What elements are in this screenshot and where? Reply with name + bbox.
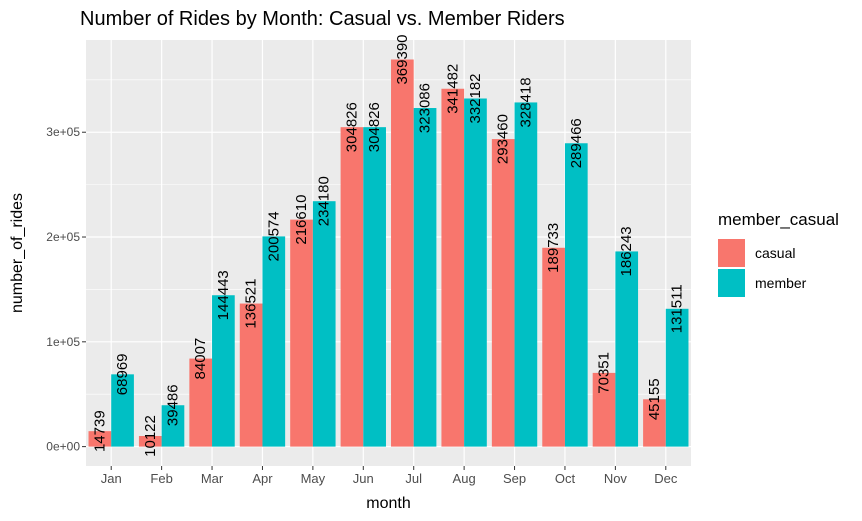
data-label-casual-oct: 189733	[545, 223, 562, 273]
legend-title: member_casual	[718, 210, 839, 229]
bar-member-dec	[665, 308, 689, 447]
data-label-member-aug: 332182	[467, 73, 484, 123]
bar-casual-sep	[491, 139, 515, 447]
bar-casual-nov	[592, 372, 616, 447]
legend-item-casual: casual	[718, 238, 839, 268]
bar-casual-feb	[138, 436, 162, 447]
bar-casual-jul	[391, 59, 414, 447]
bar-member-aug	[464, 98, 487, 447]
data-label-casual-aug: 341482	[444, 64, 461, 114]
legend-label-casual: casual	[755, 245, 796, 261]
legend: member_casual casual member	[718, 210, 839, 298]
bar-member-jun	[363, 127, 386, 447]
legend-label-member: member	[755, 275, 807, 291]
legend-item-member: member	[718, 268, 839, 298]
data-label-member-mar: 144443	[215, 270, 232, 320]
data-label-member-jun: 304826	[366, 102, 383, 152]
bar-member-sep	[514, 102, 538, 447]
data-label-casual-may: 216610	[293, 195, 310, 245]
legend-key-member	[718, 269, 745, 297]
data-label-casual-mar: 84007	[192, 338, 209, 380]
chart-title: Number of Rides by Month: Casual vs. Mem…	[80, 8, 565, 30]
y-tick-label: 0e+00	[46, 440, 80, 454]
bar-casual-jun	[340, 127, 364, 447]
data-label-member-oct: 289466	[568, 118, 585, 168]
x-tick-label-sep: Sep	[503, 471, 526, 486]
data-label-casual-sep: 293460	[495, 114, 512, 164]
legend-key-casual	[718, 239, 745, 267]
x-tick-label-may: May	[301, 471, 326, 486]
data-label-casual-jan: 14739	[91, 410, 108, 452]
data-label-casual-feb: 10122	[142, 415, 159, 457]
x-tick-label-jun: Jun	[353, 471, 374, 486]
x-tick-label-apr: Apr	[252, 471, 273, 486]
data-label-member-feb: 39486	[164, 384, 181, 426]
bar-member-may	[312, 201, 336, 447]
bar-member-nov	[615, 251, 639, 447]
bar-casual-mar	[189, 358, 213, 447]
data-label-casual-nov: 70351	[596, 352, 613, 394]
bar-casual-dec	[643, 399, 666, 447]
x-tick-label-jan: Jan	[101, 471, 122, 486]
x-tick-label-feb: Feb	[150, 471, 172, 486]
bar-member-jul	[413, 108, 437, 447]
x-tick-label-jul: Jul	[405, 471, 422, 486]
x-tick-label-dec: Dec	[654, 471, 678, 486]
bar-member-mar	[212, 295, 235, 447]
x-tick-label-mar: Mar	[201, 471, 224, 486]
data-label-member-jan: 68969	[114, 353, 131, 395]
x-tick-label-oct: Oct	[555, 471, 576, 486]
bar-casual-apr	[239, 303, 263, 447]
data-label-casual-jun: 304826	[343, 102, 360, 152]
bar-casual-may	[290, 219, 313, 447]
bar-member-apr	[262, 236, 286, 447]
data-label-member-may: 234180	[316, 176, 333, 226]
data-label-member-jul: 323086	[417, 83, 434, 133]
data-label-casual-jul: 369390	[394, 34, 411, 84]
y-tick-label: 3e+05	[46, 125, 80, 139]
data-label-member-nov: 186243	[618, 226, 635, 276]
x-tick-label-aug: Aug	[453, 471, 476, 486]
bar-member-jan	[111, 374, 134, 447]
y-axis-label: number_of_rides	[9, 193, 26, 313]
bar-member-feb	[161, 405, 185, 447]
plot-panel	[86, 40, 691, 466]
bar-casual-oct	[542, 247, 565, 447]
data-label-casual-dec: 45155	[646, 378, 663, 420]
x-tick-label-nov: Nov	[604, 471, 628, 486]
x-axis-label: month	[366, 495, 410, 512]
bar-casual-aug	[441, 88, 465, 447]
data-label-member-apr: 200574	[265, 211, 282, 261]
data-label-member-sep: 328418	[517, 77, 534, 127]
y-tick-label: 2e+05	[46, 230, 80, 244]
y-tick-label: 1e+05	[46, 335, 80, 349]
bar-casual-jan	[88, 431, 112, 447]
data-label-casual-apr: 136521	[243, 279, 260, 329]
bar-member-oct	[564, 143, 588, 447]
data-label-member-dec: 131511	[669, 284, 686, 333]
